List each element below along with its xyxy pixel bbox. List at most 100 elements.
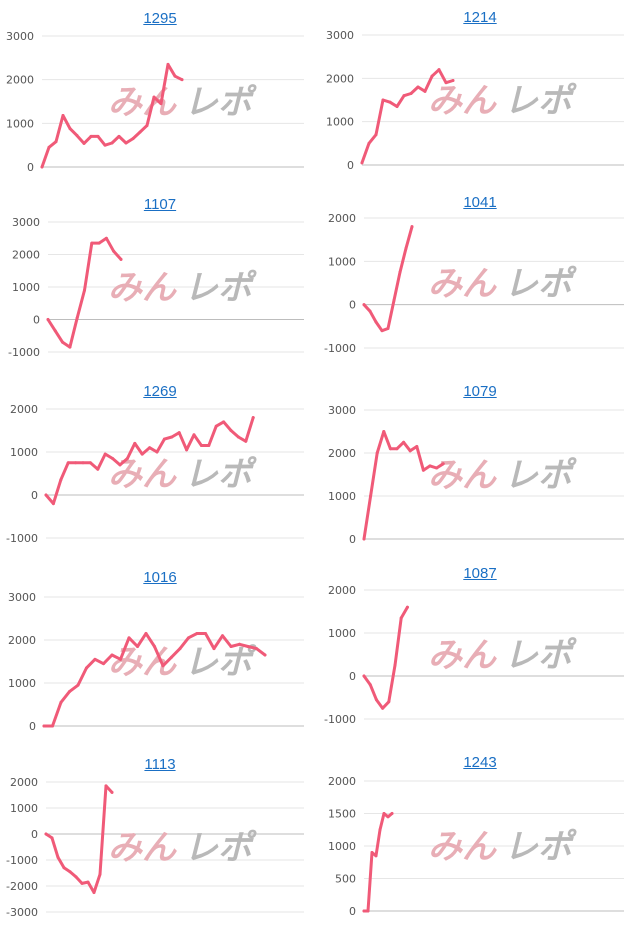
data-point (56, 855, 60, 859)
y-tick-label: 1000 (328, 840, 356, 853)
data-point (50, 836, 54, 840)
data-point (366, 909, 370, 913)
chart-panel-1113: 1113 -3000 -2000 -1000 0 1000 2000 みん レポ (0, 744, 320, 930)
data-point (375, 451, 379, 455)
data-point (159, 102, 163, 106)
y-tick-label: 3000 (328, 404, 356, 417)
data-point (119, 657, 122, 661)
y-tick-label: 3000 (6, 30, 34, 43)
data-point (133, 441, 137, 445)
data-point (119, 257, 123, 261)
data-point (127, 636, 131, 640)
series-line (362, 225, 414, 333)
y-tick-label: 2000 (6, 74, 34, 87)
data-point (110, 653, 114, 657)
data-point (96, 467, 100, 471)
data-point (138, 130, 142, 134)
data-point (68, 127, 72, 131)
data-point (378, 828, 382, 832)
data-point (399, 616, 403, 620)
y-tick-label: 0 (349, 299, 356, 312)
chart-title-link[interactable]: 1087 (463, 565, 497, 582)
y-tick-label: 1000 (10, 802, 38, 815)
data-point (102, 662, 105, 666)
data-point (395, 447, 399, 451)
data-point (263, 653, 267, 657)
watermark-logo: みん レポ (428, 827, 577, 867)
chart-title-link[interactable]: 1113 (144, 756, 176, 773)
y-tick-label: 2000 (328, 584, 356, 597)
chart-title-link[interactable]: 1269 (143, 383, 177, 400)
data-point (238, 642, 241, 646)
data-point (214, 424, 218, 428)
data-point (374, 320, 378, 324)
data-point (362, 909, 366, 913)
series-line (362, 605, 409, 710)
data-point (370, 851, 374, 854)
data-point (68, 690, 71, 694)
y-tick-label: 1000 (326, 116, 354, 129)
data-point (402, 440, 406, 444)
y-tick-label: 1000 (8, 677, 36, 690)
data-point (362, 537, 366, 541)
watermark-logo: みん レポ (428, 81, 577, 121)
data-point (180, 78, 184, 82)
data-point (96, 134, 100, 138)
y-tick-label: 1000 (12, 281, 40, 294)
data-point (381, 98, 385, 102)
data-point (405, 605, 409, 609)
data-point (381, 706, 385, 710)
data-point (246, 644, 250, 648)
chart-title-link[interactable]: 1041 (463, 194, 497, 211)
data-point (441, 462, 445, 466)
data-point (152, 95, 156, 99)
chart-panel-1107: 1107 -1000 0 1000 2000 3000 みん レポ (0, 186, 320, 372)
data-point (124, 141, 128, 145)
data-point (387, 700, 391, 704)
chart-title-link[interactable]: 1295 (143, 10, 177, 27)
series-line (362, 812, 394, 913)
data-point (53, 329, 57, 333)
data-point (104, 784, 108, 788)
data-point (395, 105, 399, 108)
data-point (148, 446, 152, 450)
data-point (90, 241, 94, 245)
data-point (40, 165, 44, 169)
y-tick-label: 2000 (326, 72, 354, 85)
data-point (66, 461, 70, 465)
watermark-logo: みん レポ (108, 268, 257, 308)
data-point (402, 94, 406, 98)
data-point (42, 724, 46, 728)
data-point (415, 445, 419, 449)
data-point (177, 431, 181, 435)
y-tick-label: 2000 (328, 212, 356, 225)
data-point (423, 89, 427, 93)
chart-panel-1079: 1079 0 1000 2000 3000 みん レポ (320, 372, 640, 558)
line-chart: -3000 -2000 -1000 0 1000 2000 みん レポ (6, 776, 304, 919)
data-point (404, 246, 408, 250)
data-point (437, 68, 441, 72)
data-point (62, 866, 66, 870)
y-tick-label: -2000 (6, 880, 38, 893)
y-tick-label: 2000 (10, 403, 38, 416)
data-point (54, 140, 58, 144)
data-point (408, 449, 412, 453)
y-tick-label: 1000 (6, 117, 34, 130)
data-point (81, 461, 85, 465)
chart-title-link[interactable]: 1016 (143, 569, 177, 586)
y-tick-label: -1000 (8, 346, 40, 359)
data-point (140, 452, 144, 456)
data-point (92, 891, 96, 894)
chart-title-link[interactable]: 1107 (143, 196, 177, 213)
y-tick-label: 0 (31, 489, 38, 502)
data-point (80, 881, 84, 885)
chart-title-link[interactable]: 1079 (463, 383, 497, 400)
chart-title-link[interactable]: 1214 (463, 9, 497, 26)
chart-title-link[interactable]: 1243 (463, 754, 497, 771)
data-point (362, 303, 366, 307)
data-point (244, 439, 248, 443)
data-point (61, 113, 65, 117)
data-point (416, 85, 420, 89)
data-point (161, 664, 165, 668)
y-tick-label: -1000 (324, 342, 356, 355)
